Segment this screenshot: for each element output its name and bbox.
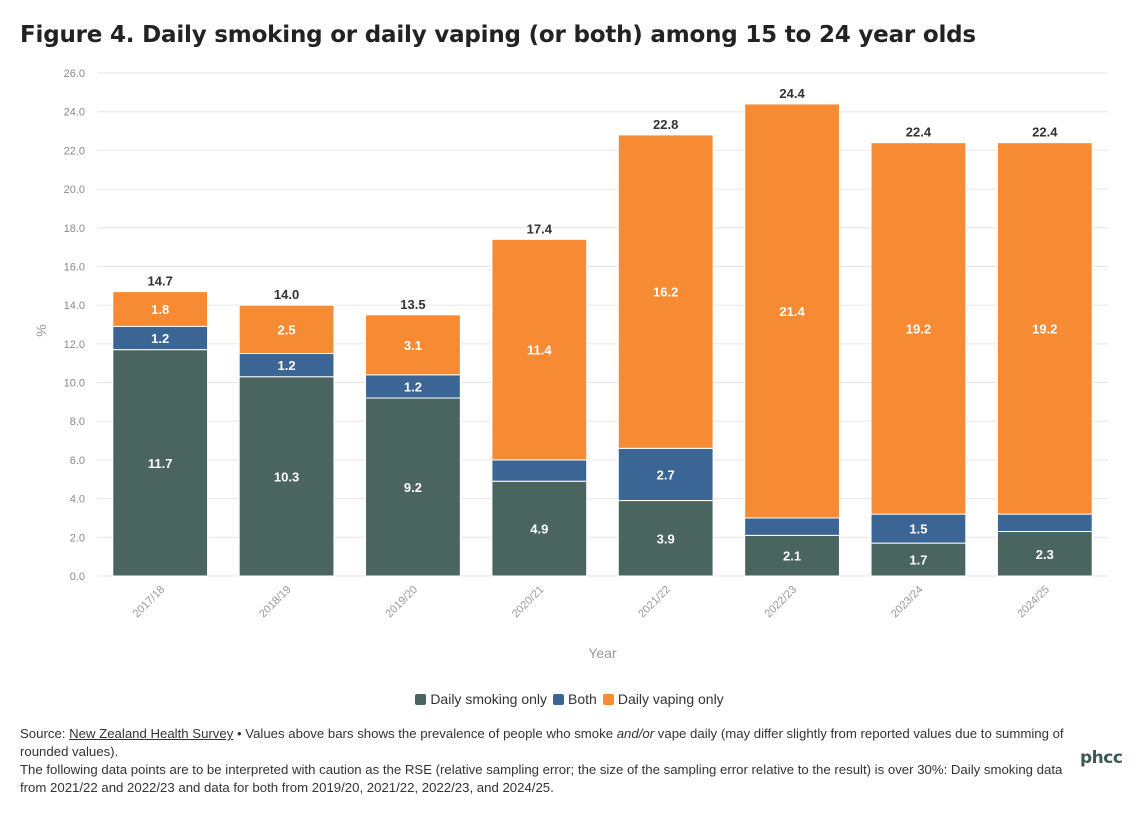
x-tick-label: 2020/21 [510, 584, 547, 621]
bar-total-label: 14.7 [148, 274, 173, 289]
segment-value-label: 1.2 [278, 358, 296, 373]
legend-swatch [602, 693, 614, 705]
legend-item[interactable]: Daily vaping only [602, 691, 724, 707]
bar-segment [996, 531, 1093, 577]
source-link[interactable]: New Zealand Health Survey [69, 726, 234, 741]
segment-value-label: 19.2 [1032, 321, 1057, 336]
bar-segment [744, 517, 840, 536]
bar-segment [365, 314, 461, 376]
bar-segment [996, 142, 1093, 515]
x-tick-label: 2024/25 [1015, 584, 1052, 621]
bar-segment [870, 142, 967, 515]
segment-value-label: 10.3 [274, 469, 299, 484]
x-axis-ticks: 2017/18 2018/19 2019/20 2020/21 2021/22 2022/… [131, 584, 1052, 621]
segment-value-label: 21.4 [779, 304, 805, 319]
segment-value-label: 1.2 [404, 379, 422, 394]
segment-value-label: 19.2 [906, 321, 931, 336]
bars: 11.7 1.2 1.8 14.7 10.3 1.2 2.5 14.0 9.2 1.2 3.1 13.… [112, 86, 1093, 577]
source-prefix: Source: [20, 726, 70, 741]
legend-item[interactable]: Daily smoking only [415, 691, 547, 707]
x-tick-label: 2023/24 [889, 584, 926, 621]
bar-segment [617, 447, 714, 502]
segment-value-label: 2.3 [1036, 547, 1054, 562]
segment-value-label: 16.2 [653, 285, 678, 300]
legend-swatch [415, 693, 427, 705]
caution-note: The following data points are to be inte… [20, 762, 1063, 795]
segment-value-label: 9.2 [404, 480, 422, 495]
segment-value-label: 2.1 [783, 549, 801, 564]
y-tick-label: 8.0 [70, 416, 85, 428]
segment-value-label: 3.9 [657, 531, 675, 546]
bar-segment [744, 103, 840, 519]
x-tick-label: 2021/22 [636, 584, 673, 621]
bar-segment [617, 134, 714, 449]
note-emphasis: and/or [616, 726, 655, 741]
y-tick-label: 6.0 [70, 455, 85, 467]
bar-total-label: 22.4 [1032, 125, 1058, 140]
bar-segment [491, 480, 588, 577]
segment-value-label: 1.5 [909, 522, 927, 537]
legend: Daily smoking only Both Daily vaping only [0, 691, 1139, 708]
bar-segment [870, 542, 967, 577]
note-text-1: • Values above bars shows the prevalence… [233, 726, 617, 741]
y-tick-label: 26.0 [64, 68, 85, 80]
bar-total-label: 22.4 [906, 125, 932, 140]
y-tick-label: 10.0 [64, 378, 85, 390]
bar-segment [870, 513, 967, 544]
segment-value-label: 1.7 [909, 553, 927, 568]
segment-value-label: 3.1 [404, 338, 422, 353]
y-tick-label: 4.0 [70, 494, 85, 506]
x-axis-label: Year [588, 645, 617, 661]
legend-swatch [553, 693, 565, 705]
bar-total-label: 17.4 [527, 221, 553, 236]
bar-segment [365, 397, 461, 577]
chart-title: Figure 4. Daily smoking or daily vaping … [20, 22, 976, 48]
y-tick-label: 12.0 [64, 339, 85, 351]
footer-notes: Source: New Zealand Health Survey • Valu… [20, 725, 1070, 797]
y-tick-label: 14.0 [64, 300, 85, 312]
segment-value-label: 2.5 [278, 322, 296, 337]
bar-segment [491, 238, 588, 461]
bar-segment [112, 349, 209, 577]
x-tick-label: 2019/20 [383, 584, 420, 621]
y-tick-label: 22.0 [64, 145, 85, 157]
source-note: Source: New Zealand Health Survey • Valu… [20, 725, 1070, 761]
phcc-logo: phcc [1080, 748, 1123, 768]
bar-segment [617, 500, 714, 577]
note-text-2: vape daily (may differ slightly from rep… [20, 726, 1064, 759]
x-tick-label: 2017/18 [131, 584, 168, 621]
legend-item[interactable]: Both [553, 691, 597, 707]
y-tick-label: 2.0 [70, 532, 85, 544]
y-tick-label: 20.0 [64, 184, 85, 196]
bar-total-label: 24.4 [779, 86, 805, 101]
bar-segment [112, 291, 209, 327]
bar-total-label: 13.5 [400, 297, 425, 312]
segment-value-label: 4.9 [530, 522, 548, 537]
bar-segment [238, 376, 335, 577]
stacked-bar-chart: 0.0 2.0 4.0 6.0 8.0 10.0 12.0 14.0 16.0 18.0 20.0 2… [33, 68, 1108, 661]
legend-label: Both [568, 691, 597, 707]
x-tick-label: 2022/23 [763, 584, 800, 621]
y-axis-label: % [33, 324, 49, 336]
bar-total-label: 22.8 [653, 117, 678, 132]
segment-value-label: 11.7 [148, 456, 173, 471]
bar-segment [238, 304, 335, 355]
y-axis-ticks: 0.0 2.0 4.0 6.0 8.0 10.0 12.0 14.0 16.0 18.0 20.0 2… [64, 68, 85, 583]
bar-segment [996, 513, 1093, 533]
y-tick-label: 0.0 [70, 571, 85, 583]
segment-value-label: 1.8 [151, 302, 169, 317]
y-tick-label: 24.0 [64, 107, 85, 119]
segment-value-label: 2.7 [657, 467, 675, 482]
legend-label: Daily vaping only [617, 691, 724, 707]
bar-total-label: 14.0 [274, 287, 299, 302]
bar-segment [744, 534, 840, 577]
bar-segment [491, 459, 588, 482]
legend-label: Daily smoking only [430, 691, 548, 707]
x-tick-label: 2018/19 [257, 584, 294, 621]
segment-value-label: 1.2 [151, 331, 169, 346]
y-tick-label: 18.0 [64, 223, 85, 235]
segment-value-label: 11.4 [527, 343, 552, 358]
y-tick-label: 16.0 [64, 261, 85, 273]
